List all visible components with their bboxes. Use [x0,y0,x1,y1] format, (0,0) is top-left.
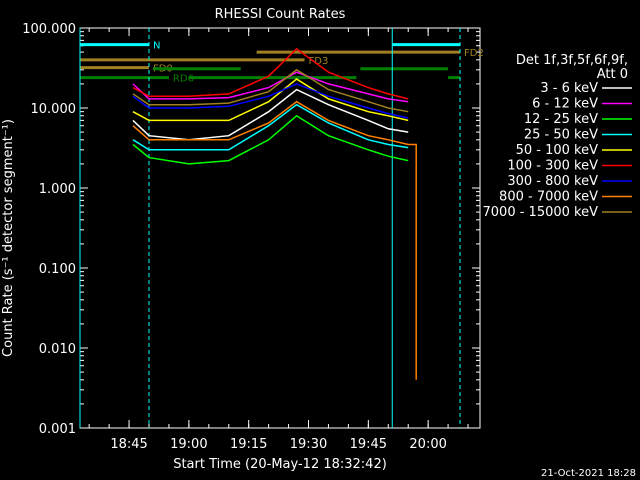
x-tick-label: 19:45 [350,437,387,452]
flag-bars: NFD2FD3FD0RD6 [80,41,484,85]
series-lines [132,47,417,380]
series-line [132,114,409,165]
flag-label: FD3 [309,56,329,67]
series-line [132,47,409,100]
legend-label: 25 - 50 keV [524,128,598,143]
series-line [132,68,409,113]
axis-ticks: 0.001 0.010 0.100 1.000 10.000 100.000 18:45 19… [22,22,480,452]
y-axis-label: Count Rate (s⁻¹ detector segment⁻¹) [1,119,16,357]
flag-label: N [153,41,160,52]
legend-label: 300 - 800 keV [507,174,598,189]
legend-label: 3 - 6 keV [540,81,598,96]
x-tick-label: 19:00 [170,437,207,452]
flag-label: RD6 [173,74,194,85]
legend-label: 50 - 100 keV [516,143,599,158]
x-tick-label: 20:00 [409,437,446,452]
legend-label: 7000 - 15000 keV [483,205,599,220]
legend-header-line-1: Det 1f,3f,5f,6f,9f, [516,53,628,68]
legend-label: 12 - 25 keV [524,112,598,127]
series-line [132,100,417,380]
legend-header-line-2: Att 0 [597,67,628,82]
x-tick-label: 19:30 [290,437,327,452]
series-line [132,103,409,151]
y-tick-label: 100.000 [22,22,76,37]
y-tick-label: 1.000 [39,182,76,197]
legend-label: 800 - 7000 keV [499,190,598,205]
legend-label: 100 - 300 keV [507,159,598,174]
y-tick-label: 0.001 [39,422,76,437]
x-axis-label: Start Time (20-May-12 18:32:42) [173,457,387,472]
y-tick-label: 0.100 [39,262,76,277]
chart-title: RHESSI Count Rates [215,7,346,22]
y-tick-label: 10.000 [31,102,77,117]
series-line [132,83,409,119]
y-tick-label: 0.010 [39,342,76,357]
x-tick-label: 18:45 [110,437,147,452]
legend-label: 6 - 12 keV [532,97,598,112]
footer-date: 21-Oct-2021 18:28 [541,468,636,479]
series-line [132,88,409,141]
flag-label: FD2 [464,48,484,59]
x-tick-label: 19:15 [230,437,267,452]
